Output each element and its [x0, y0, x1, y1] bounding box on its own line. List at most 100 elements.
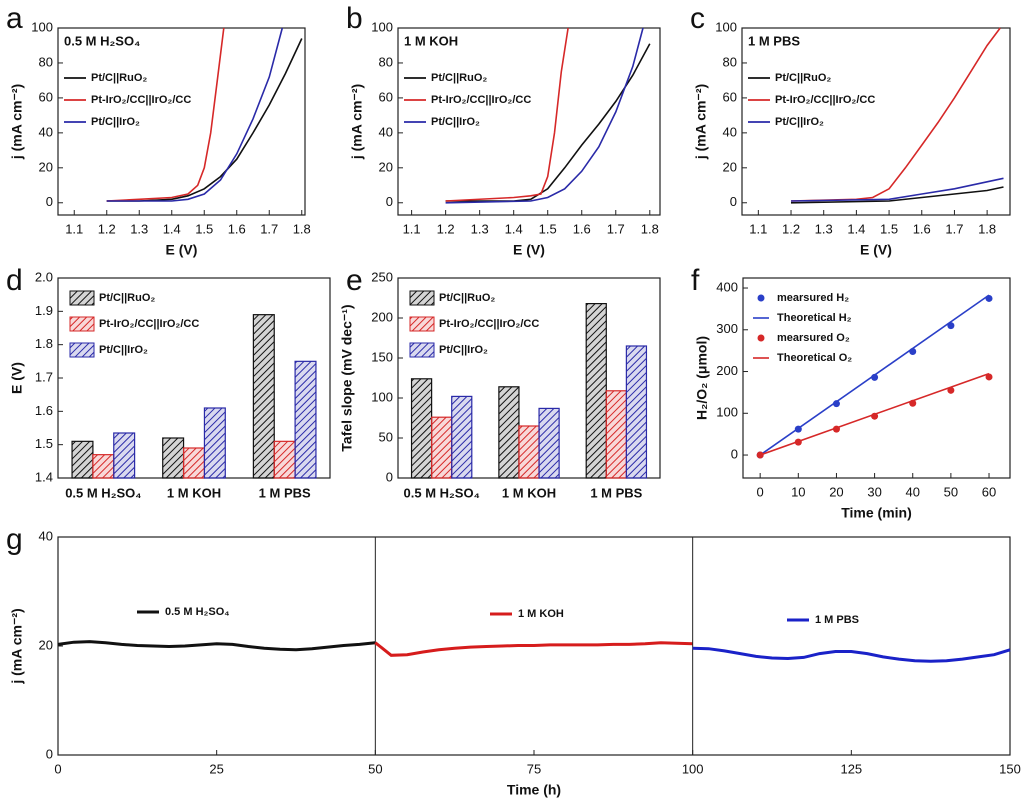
- x-tick-label: 1.5: [195, 221, 213, 236]
- y-tick-label: 100: [31, 19, 53, 34]
- panel-label: g: [6, 523, 23, 556]
- x-axis-label: Time (min): [841, 505, 912, 521]
- legend-label: Pt/C||IrO₂: [439, 344, 488, 356]
- x-tick-label: 10: [791, 484, 805, 499]
- data-line: [790, 177, 1004, 202]
- legend-swatch: [69, 342, 95, 358]
- legend-label: Pt/C||IrO₂: [91, 116, 140, 128]
- x-tick-label: 1.4: [505, 221, 523, 236]
- legend-label: Pt-IrO₂/CC||IrO₂/CC: [99, 318, 199, 330]
- legend-label: 1 M PBS: [815, 614, 859, 626]
- y-tick-label: 0: [731, 446, 738, 461]
- panel-label: b: [346, 2, 363, 35]
- bar: [410, 378, 433, 479]
- x-tick-label: 1.7: [607, 221, 625, 236]
- data-point: [985, 373, 993, 381]
- data-point: [832, 400, 840, 408]
- bar: [92, 454, 115, 479]
- x-tick-label: 20: [829, 484, 843, 499]
- data-line: [692, 646, 1011, 663]
- y-tick-label: 60: [723, 89, 737, 104]
- y-tick-label: 200: [716, 363, 738, 378]
- data-point: [756, 451, 764, 459]
- y-tick-label: 0: [386, 469, 393, 484]
- x-tick-label: 1 M KOH: [502, 485, 556, 500]
- x-tick-label: 1.8: [978, 221, 996, 236]
- data-line: [57, 640, 376, 652]
- x-axis-label: E (V): [860, 242, 892, 258]
- y-axis-label: j (mA cm⁻²): [9, 608, 25, 684]
- y-tick-label: 0: [46, 194, 53, 209]
- data-line: [445, 27, 569, 202]
- legend-swatch: [69, 316, 95, 332]
- data-line: [445, 27, 644, 204]
- x-tick-label: 1.6: [228, 221, 246, 236]
- data-line: [106, 38, 303, 202]
- x-tick-label: 40: [906, 484, 920, 499]
- x-tick-label: 1.3: [130, 221, 148, 236]
- y-axis-label: j (mA cm⁻²): [693, 84, 709, 160]
- x-tick-label: 1.2: [437, 221, 455, 236]
- x-tick-label: 0: [54, 761, 61, 776]
- bar: [625, 345, 648, 479]
- bar: [431, 416, 453, 479]
- x-tick-label: 0.5 M H₂SO₄: [404, 485, 480, 500]
- legend-label: Pt/C||IrO₂: [775, 116, 824, 128]
- x-tick-label: 1.2: [98, 221, 116, 236]
- legend-label: 1 M KOH: [518, 608, 564, 620]
- x-tick-label: 1.7: [945, 221, 963, 236]
- y-tick-label: 100: [715, 19, 737, 34]
- y-tick-label: 20: [39, 159, 53, 174]
- data-line: [790, 27, 1001, 202]
- y-tick-label: 0: [730, 194, 737, 209]
- y-tick-label: 20: [39, 637, 53, 652]
- legend-swatch: [757, 334, 765, 342]
- legend-label: mearsured O₂: [777, 332, 850, 344]
- annotation: 1 M PBS: [748, 33, 800, 48]
- legend-swatch: [69, 290, 95, 306]
- legend-label: Pt/C||IrO₂: [99, 344, 148, 356]
- bar: [252, 314, 275, 479]
- x-tick-label: 1 M PBS: [590, 485, 642, 500]
- y-tick-label: 40: [723, 124, 737, 139]
- legend-swatch: [757, 294, 765, 302]
- x-tick-label: 1.7: [260, 221, 278, 236]
- x-tick-label: 1.4: [847, 221, 865, 236]
- y-tick-label: 250: [371, 269, 393, 284]
- x-tick-label: 25: [209, 761, 223, 776]
- panel-label: e: [346, 264, 363, 297]
- x-axis-label: Time (h): [507, 782, 561, 798]
- legend-label: mearsured H₂: [777, 292, 849, 304]
- y-tick-label: 0: [386, 194, 393, 209]
- legend-label: Pt/C||RuO₂: [91, 72, 147, 84]
- legend-label: 0.5 M H₂SO₄: [165, 606, 230, 618]
- x-axis-label: E (V): [166, 242, 198, 258]
- x-tick-label: 1.1: [403, 221, 421, 236]
- y-tick-label: 1.5: [35, 436, 53, 451]
- legend-swatch: [409, 316, 435, 332]
- y-tick-label: 2.0: [35, 269, 53, 284]
- plot-frame: [741, 27, 1011, 216]
- y-tick-label: 80: [723, 54, 737, 69]
- y-tick-label: 1.6: [35, 403, 53, 418]
- bar: [71, 440, 94, 479]
- bar: [605, 390, 627, 479]
- legend-label: Pt-IrO₂/CC||IrO₂/CC: [91, 94, 191, 106]
- x-tick-label: 1.5: [880, 221, 898, 236]
- bar: [498, 386, 520, 479]
- data-line: [106, 27, 284, 202]
- x-tick-label: 50: [368, 761, 382, 776]
- y-tick-label: 80: [379, 54, 393, 69]
- y-tick-label: 20: [723, 159, 737, 174]
- legend-label: Pt/C||IrO₂: [431, 116, 480, 128]
- legend-label: Pt-IrO₂/CC||IrO₂/CC: [439, 318, 539, 330]
- y-tick-label: 40: [39, 124, 53, 139]
- bar: [113, 432, 136, 479]
- data-line: [759, 294, 990, 456]
- data-line: [374, 641, 693, 657]
- x-tick-label: 1.5: [539, 221, 557, 236]
- bar: [518, 425, 540, 479]
- plot-frame: [57, 27, 306, 216]
